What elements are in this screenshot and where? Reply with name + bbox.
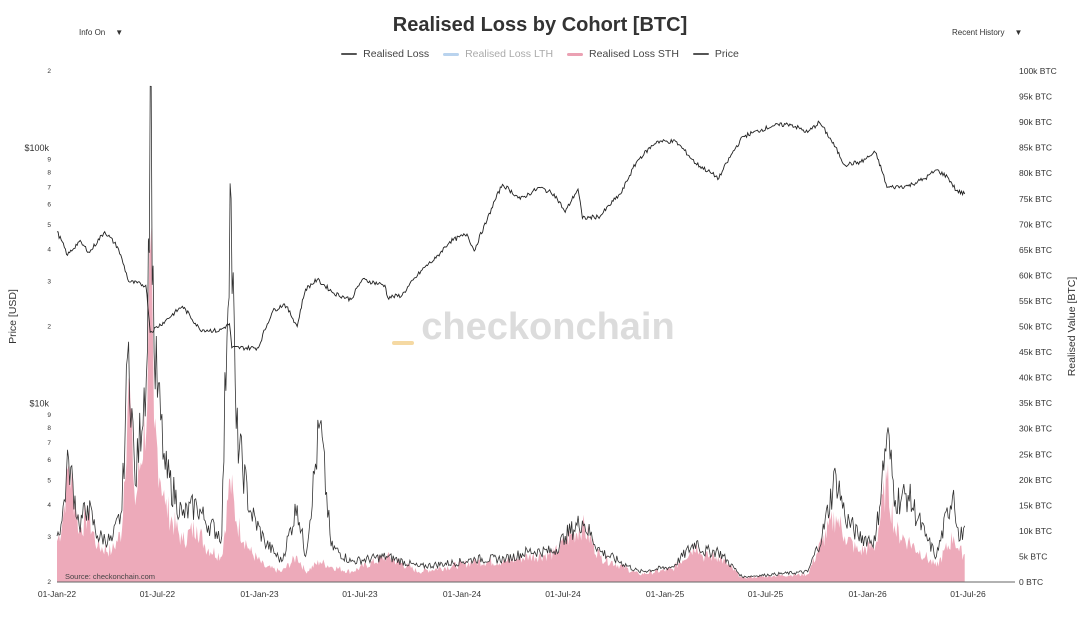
y-left-minor-tick-label: 2 [47,324,51,331]
y-right-axis-title: Realised Value [BTC] [1066,277,1078,377]
watermark: checkonchain [392,306,675,348]
legend-item-realised-loss-sth[interactable]: Realised Loss STH [567,48,679,60]
y-right-tick-label: 60k BTC [1019,270,1052,280]
legend-item-price[interactable]: Price [692,48,739,60]
y-right-tick-label: 55k BTC [1019,296,1052,306]
y-right-tick-label: 100k BTC [1019,66,1057,76]
y-left-minor-tick-label: 5 [47,477,51,484]
y-left-minor-tick-label: 3 [47,534,51,541]
y-right-tick-label: 15k BTC [1019,500,1052,510]
axes-layer: 01-Jan-22 01-Jul-22 01-Jan-23 01-Jul-23 01-J… [7,66,1078,599]
x-tick-label: 01-Jul-23 [342,589,378,599]
y-left-minor-tick-label: 3 [47,279,51,286]
legend-label: Realised Loss [363,48,430,60]
y-right-tick-label: 70k BTC [1019,219,1052,229]
x-tick-label: 01-Jan-26 [848,589,887,599]
y-right-tick-label: 95k BTC [1019,92,1052,102]
y-left-minor-tick-label: 7 [47,440,51,447]
watermark-accent [392,341,414,345]
y-right-tick-label: 50k BTC [1019,322,1052,332]
y-left-minor-tick-label: 9 [47,157,51,164]
x-tick-label: 01-Jan-22 [38,589,77,599]
sth-area-layer [57,227,965,583]
legend-label: Price [714,48,739,60]
y-right-tick-label: 65k BTC [1019,245,1052,255]
info-toggle-dropdown[interactable]: Info On ▼ [79,28,123,37]
y-left-minor-tick-label: 8 [47,425,51,432]
y-left-minor-tick-label: 2 [47,68,51,75]
legend-item-realised-loss-lth[interactable]: Realised Loss LTH [443,48,553,60]
x-tick-label: 01-Jan-24 [443,589,482,599]
time-range-label: Recent History [952,28,1005,37]
y-right-tick-label: 40k BTC [1019,373,1052,383]
time-range-dropdown[interactable]: Recent History ▼ [952,28,1022,37]
realised-loss-line [56,85,966,579]
y-right-tick-label: 25k BTC [1019,449,1052,459]
x-tick-label: 01-Jul-26 [950,589,986,599]
y-left-minor-tick-label: 4 [47,247,51,254]
y-left-axis-title: Price [USD] [7,289,19,344]
y-right-tick-label: 75k BTC [1019,194,1052,204]
realised-loss-sth-area [57,227,965,583]
legend-item-realised-loss[interactable]: Realised Loss [341,48,429,60]
y-right-tick-label: 45k BTC [1019,347,1052,357]
y-right-tick-label: 0 BTC [1019,577,1043,587]
y-left-minor-tick-label: 6 [47,202,51,209]
y-right-tick-label: 20k BTC [1019,475,1052,485]
legend-swatch [341,53,358,55]
y-left-major-tick-label: $100k [24,143,49,153]
chart-legend: Realised Loss Realised Loss LTH Realised… [0,48,1080,60]
chevron-down-icon: ▼ [1014,28,1023,37]
y-right-tick-label: 5k BTC [1019,551,1047,561]
watermark-text: checkonchain [421,306,674,348]
y-right-tick-label: 80k BTC [1019,168,1052,178]
y-left-minor-tick-label: 6 [47,457,51,464]
y-right-tick-label: 10k BTC [1019,526,1052,536]
y-left-minor-tick-label: 4 [47,502,51,509]
legend-swatch [443,52,460,56]
y-right-tick-label: 35k BTC [1019,398,1052,408]
legend-swatch [692,53,709,55]
y-right-tick-label: 85k BTC [1019,143,1052,153]
legend-label: Realised Loss LTH [465,48,554,60]
y-left-minor-tick-label: 8 [47,170,51,177]
y-left-minor-tick-label: 5 [47,222,51,229]
series-line-layer [56,85,966,579]
legend-label: Realised Loss STH [589,48,679,60]
source-label: Source: checkonchain.com [65,572,155,581]
y-left-minor-tick-label: 9 [47,412,51,419]
x-tick-label: 01-Jan-23 [240,589,279,599]
legend-swatch [567,52,584,56]
chevron-down-icon: ▼ [115,28,124,37]
x-tick-label: 01-Jul-25 [748,589,784,599]
y-left-minor-tick-label: 2 [47,579,51,586]
y-right-tick-label: 90k BTC [1019,117,1052,127]
y-right-tick-label: 30k BTC [1019,424,1052,434]
price-line [56,120,966,352]
info-toggle-label: Info On [79,28,106,37]
y-left-minor-tick-label: 7 [47,184,51,191]
y-left-major-tick-label: $10k [29,398,49,408]
x-tick-label: 01-Jul-24 [545,589,581,599]
x-tick-label: 01-Jan-25 [646,589,685,599]
chart-title: Realised Loss by Cohort [BTC] [392,14,688,36]
x-tick-label: 01-Jul-22 [140,589,176,599]
